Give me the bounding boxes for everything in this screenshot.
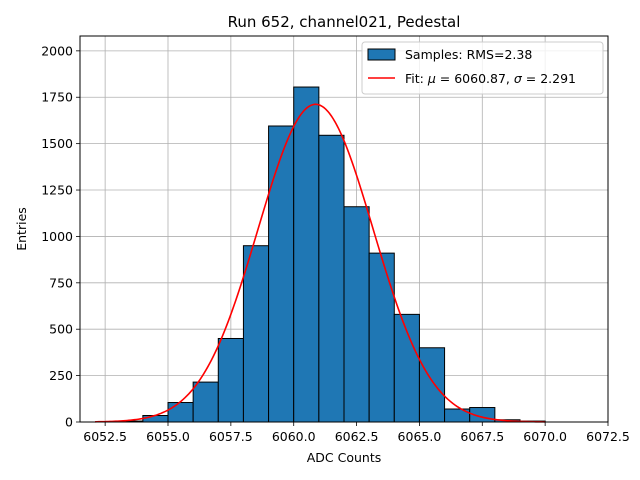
x-tick-label: 6072.5	[586, 429, 630, 444]
x-tick-label: 6062.5	[335, 429, 379, 444]
histogram-bar	[418, 347, 446, 423]
y-tick-label: 500	[49, 322, 73, 337]
legend-label-fit: Fit: μ = 6060.87, σ = 2.291	[405, 71, 576, 86]
plot-frame	[79, 35, 609, 423]
fit-label-mu-value: = 6060.87,	[436, 71, 514, 86]
y-tick-label: 0	[65, 415, 73, 430]
fit-label-mu: μ	[427, 71, 436, 86]
legend: Samples: RMS=2.38 Fit: μ = 6060.87, σ = …	[361, 41, 604, 95]
histogram-bar	[142, 415, 169, 423]
y-tick-label: 1500	[41, 136, 73, 151]
histogram-bar	[217, 337, 244, 423]
fit-label-sigma-value: = 2.291	[522, 71, 576, 86]
chart-title: Run 652, channel021, Pedestal	[228, 13, 461, 31]
y-axis-label: Entries	[14, 207, 29, 251]
x-tick-label: 6070.0	[523, 429, 567, 444]
x-tick-label: 6055.0	[146, 429, 190, 444]
y-tick-label: 1000	[41, 229, 73, 244]
fit-label-prefix: Fit:	[405, 71, 428, 86]
legend-label-samples: Samples: RMS=2.38	[405, 47, 532, 62]
y-tick-label: 2000	[41, 43, 73, 58]
y-tick-label: 1750	[41, 90, 73, 105]
y-axis-ticks: 0 250 500 750 1000 1250 1500 1750 2000	[41, 43, 80, 430]
histogram-bar	[167, 402, 194, 423]
histogram-bar	[268, 125, 295, 423]
histogram-bar	[293, 86, 320, 423]
x-tick-label: 6060.0	[272, 429, 316, 444]
histogram-bar	[368, 252, 395, 423]
histogram-bar	[242, 245, 270, 423]
legend-box	[361, 41, 604, 95]
y-tick-label: 250	[49, 368, 73, 383]
y-tick-label: 1250	[41, 183, 73, 198]
x-tick-label: 6057.5	[209, 429, 253, 444]
histogram-bars	[117, 86, 546, 423]
histogram-bar	[192, 381, 219, 423]
fit-curve	[95, 103, 546, 423]
x-axis-ticks: 6052.5 6055.0 6057.5 6060.0 6062.5 6065.0 6067…	[83, 422, 630, 444]
fit-curve-layer	[95, 103, 546, 423]
legend-swatch-samples	[367, 48, 396, 61]
histogram-bar	[318, 134, 345, 423]
y-tick-label: 750	[49, 275, 73, 290]
histogram-bar	[343, 206, 370, 423]
x-tick-label: 6065.0	[398, 429, 442, 444]
x-tick-label: 6052.5	[83, 429, 127, 444]
x-tick-label: 6067.5	[460, 429, 504, 444]
fit-label-sigma: σ	[514, 71, 523, 86]
x-axis-label: ADC Counts	[307, 450, 382, 465]
